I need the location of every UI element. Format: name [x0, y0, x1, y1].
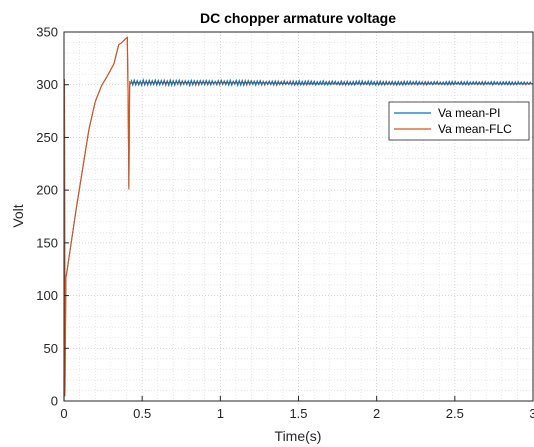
y-tick-label: 50	[44, 341, 58, 356]
y-axis-title: Volt	[10, 204, 26, 227]
y-tick-label: 200	[36, 183, 58, 198]
y-axis-ticks: 0 50 100 150 200 250 300 350	[36, 25, 69, 409]
chart-title: DC chopper armature voltage	[200, 10, 396, 26]
legend-label-flc: Va mean-FLC	[438, 122, 512, 136]
x-tick-label: 2	[373, 406, 380, 421]
x-tick-label: 2.5	[446, 406, 464, 421]
y-tick-label: 250	[36, 130, 58, 145]
x-axis-ticks: 0 0.5 1 1.5 2 2.5 3	[60, 396, 534, 421]
legend-label-pi: Va mean-PI	[438, 106, 500, 120]
series-ripple-0	[130, 77, 533, 88]
x-tick-label: 1.5	[289, 406, 307, 421]
x-tick-label: 0.5	[133, 406, 151, 421]
y-tick-label: 350	[36, 25, 58, 40]
legend-box	[388, 101, 530, 141]
y-tick-label: 100	[36, 288, 58, 303]
x-tick-label: 0	[60, 406, 67, 421]
legend: Va mean-PI Va mean-FLC	[388, 101, 530, 141]
y-tick-label: 150	[36, 235, 58, 250]
plot-area	[64, 32, 533, 401]
x-tick-label: 3	[529, 406, 534, 421]
y-tick-label: 300	[36, 77, 58, 92]
x-tick-label: 1	[217, 406, 224, 421]
series-layer	[63, 36, 533, 402]
x-axis-title: Time(s)	[275, 428, 322, 444]
y-tick-label: 0	[51, 394, 58, 409]
